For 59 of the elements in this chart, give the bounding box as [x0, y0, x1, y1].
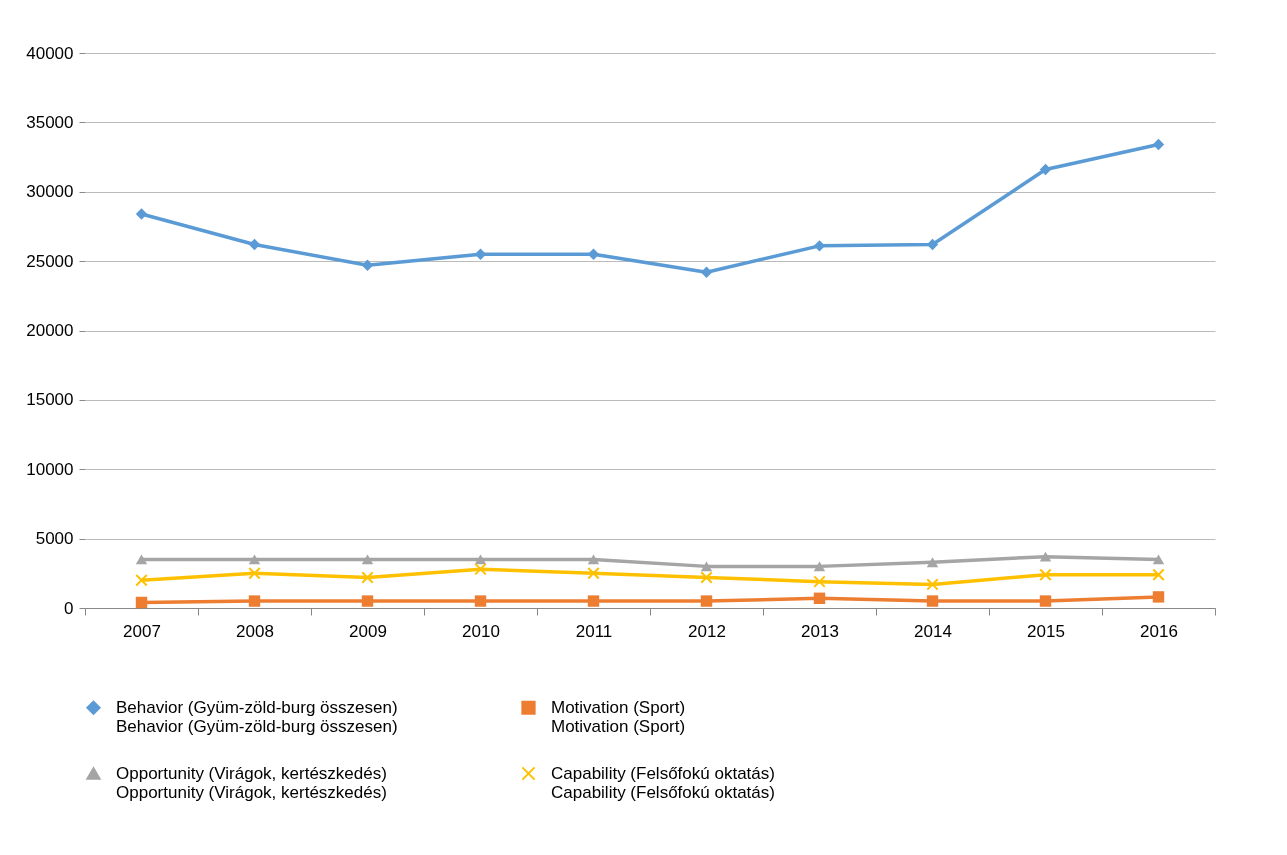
y-tick-label: 5000 [35, 529, 74, 549]
point [1152, 591, 1165, 603]
y-tick-label: 25000 [26, 251, 74, 271]
point [248, 595, 261, 607]
point [1039, 568, 1052, 581]
point [474, 595, 487, 607]
x-tick-label: 2012 [688, 621, 726, 641]
point [248, 554, 261, 565]
point [474, 562, 487, 576]
x-tick-label: 2009 [349, 621, 387, 641]
point [1039, 163, 1052, 176]
point [1152, 554, 1165, 565]
point [1039, 551, 1052, 562]
point [926, 578, 939, 591]
y-tick-label: 40000 [26, 43, 74, 63]
point [813, 561, 826, 572]
point [587, 595, 600, 607]
point [361, 571, 374, 584]
point [361, 595, 374, 607]
point [248, 238, 261, 251]
point [248, 567, 261, 580]
point [135, 554, 148, 565]
y-tick-label: 0 [64, 598, 74, 618]
x-tick-label: 2011 [575, 621, 613, 641]
x-tick-label: 2007 [123, 621, 161, 641]
point [135, 574, 148, 587]
point [926, 557, 939, 568]
point [700, 595, 713, 607]
x-tick-label: 2010 [462, 621, 500, 641]
legend-label: Behavior (Gyüm-zöld-burg összesen) Behavior (Gyüm-zöld-burg összesen) [116, 697, 398, 736]
legend-label: Opportunity (Virágok, kertészkedés) Opportunity (Virágok, kertészkedés) [116, 763, 387, 802]
point [135, 596, 148, 609]
y-tick-label: 15000 [26, 390, 74, 410]
point [587, 567, 600, 580]
point [700, 571, 713, 584]
point [474, 554, 487, 565]
point [1152, 568, 1165, 581]
x-tick-label: 2008 [236, 621, 274, 641]
legend-label: Motivation (Sport) Motivation (Sport) [551, 697, 686, 736]
y-tick-label: 35000 [26, 112, 74, 132]
point [361, 554, 374, 565]
x-tick-label: 2016 [1140, 621, 1178, 641]
point [926, 595, 939, 607]
point [813, 592, 826, 604]
legend-label: Capability (Felsőfokú oktatás) Capability (Felsőfokú oktatás) [551, 763, 775, 802]
point [587, 554, 600, 565]
x-tick-label: 2014 [914, 621, 952, 641]
point [1039, 595, 1052, 607]
point [1152, 138, 1165, 151]
point [135, 208, 148, 220]
point [700, 561, 713, 572]
point [361, 259, 374, 271]
y-tick-label: 30000 [26, 182, 74, 202]
x-tick-label: 2015 [1027, 621, 1065, 641]
x-tick-label: 2013 [801, 621, 839, 641]
y-tick-label: 20000 [26, 321, 74, 340]
y-tick-label: 10000 [26, 459, 74, 479]
point [813, 575, 826, 588]
point [700, 266, 713, 278]
